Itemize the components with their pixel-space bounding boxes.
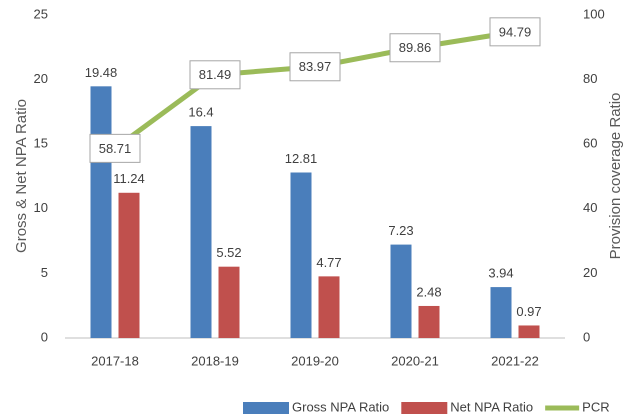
y2-tick-label: 100 bbox=[583, 6, 605, 21]
y2-tick-label: 40 bbox=[583, 200, 597, 215]
data-label: 11.24 bbox=[113, 171, 145, 186]
y-tick-label: 15 bbox=[34, 136, 48, 151]
data-label: 94.79 bbox=[499, 24, 532, 39]
y2-tick-label: 0 bbox=[583, 329, 590, 344]
data-label: 19.48 bbox=[85, 65, 118, 80]
data-label: 16.4 bbox=[188, 105, 213, 120]
line bbox=[113, 29, 516, 151]
legend-swatch bbox=[401, 402, 448, 414]
data-label: 89.86 bbox=[399, 40, 432, 55]
label-box bbox=[289, 52, 341, 82]
data-label: 3.94 bbox=[488, 266, 513, 281]
y2-tick-label: 80 bbox=[583, 71, 597, 86]
y2-tick-label: 60 bbox=[583, 136, 597, 151]
y2-tick-label: 20 bbox=[583, 265, 597, 280]
x-tick-label: 2021-22 bbox=[491, 353, 539, 368]
data-label: 81.49 bbox=[199, 67, 232, 82]
data-label: 12.81 bbox=[285, 151, 318, 166]
bar bbox=[318, 276, 340, 338]
label-box bbox=[89, 133, 141, 163]
bar bbox=[490, 287, 512, 338]
x-tick-label: 2019-20 bbox=[291, 353, 339, 368]
label-box bbox=[389, 33, 441, 63]
bar bbox=[390, 244, 412, 338]
x-tick-label: 2020-21 bbox=[391, 353, 439, 368]
y-axis-title: Gross & Net NPA Ratio bbox=[13, 99, 30, 253]
y-tick-label: 5 bbox=[41, 265, 48, 280]
label-box bbox=[489, 17, 541, 47]
y-tick-label: 10 bbox=[34, 200, 48, 215]
label-box bbox=[189, 60, 241, 90]
legend-label: Net NPA Ratio bbox=[450, 399, 533, 414]
data-label: 2.48 bbox=[416, 284, 441, 299]
data-label: 4.77 bbox=[316, 255, 341, 270]
data-label: 0.97 bbox=[516, 304, 541, 319]
bar bbox=[218, 266, 240, 338]
bar bbox=[418, 305, 440, 338]
y2-axis-title: Provision coverage Ratio bbox=[607, 93, 624, 260]
y-tick-label: 0 bbox=[41, 329, 48, 344]
data-label: 83.97 bbox=[299, 59, 332, 74]
x-tick-label: 2018-19 bbox=[191, 353, 239, 368]
y-tick-label: 20 bbox=[34, 71, 48, 86]
data-label: 58.71 bbox=[99, 141, 132, 156]
legend-label: PCR bbox=[582, 399, 609, 414]
data-label: 5.52 bbox=[216, 245, 241, 260]
y-tick-label: 25 bbox=[34, 6, 48, 21]
bar bbox=[90, 86, 112, 339]
legend-label: Gross NPA Ratio bbox=[292, 399, 389, 414]
bar bbox=[518, 325, 540, 338]
bar bbox=[118, 192, 140, 338]
data-label: 7.23 bbox=[388, 223, 413, 238]
legend-swatch bbox=[243, 402, 289, 414]
bar bbox=[190, 126, 212, 338]
x-tick-label: 2017-18 bbox=[91, 353, 139, 368]
bar bbox=[290, 172, 312, 338]
